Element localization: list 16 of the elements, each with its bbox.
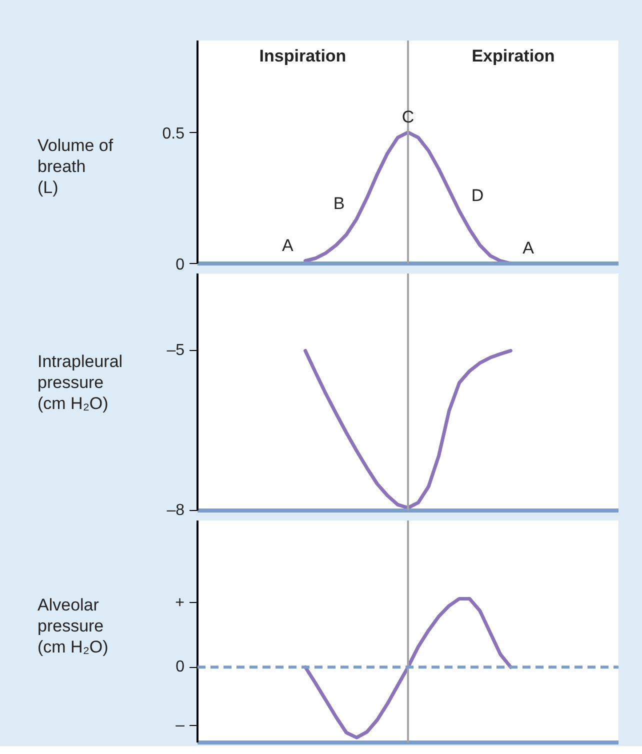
y-axis-title: Volume of breath (L) <box>38 136 114 197</box>
annotation: Inspiration <box>259 46 346 66</box>
annotation: B <box>333 194 345 213</box>
y-axis-title: Alveolar pressure (cm H₂O) <box>38 596 108 657</box>
annotation: D <box>471 186 484 206</box>
y-tick-label: –5 <box>166 342 185 360</box>
text: – <box>176 717 185 734</box>
annotation: Expiration <box>472 46 555 66</box>
annotation: A <box>282 236 294 255</box>
y-axis-title: Intrapleural pressure (cm H₂O) <box>38 352 123 413</box>
annotation: A <box>522 238 535 258</box>
y-tick-label: 0.5 <box>162 125 185 142</box>
text: + <box>175 594 184 612</box>
y-tick-label: 0 <box>176 256 185 274</box>
annotation: C <box>402 107 414 126</box>
y-tick-label: –8 <box>166 502 185 519</box>
